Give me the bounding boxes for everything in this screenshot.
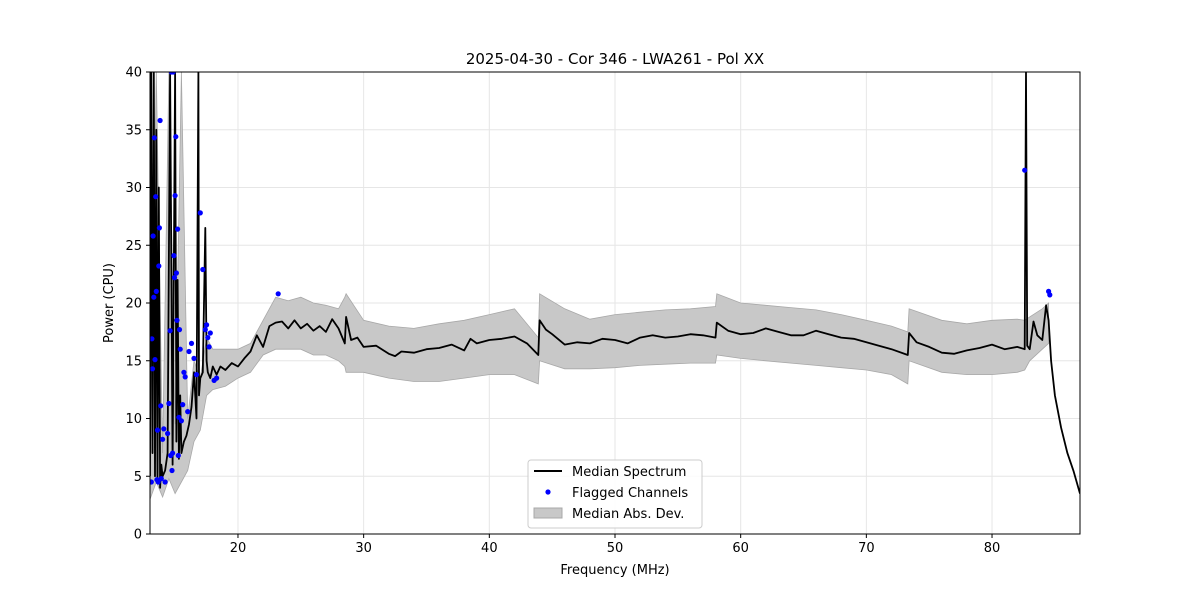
y-tick-label: 40 xyxy=(125,66,142,81)
y-tick-label: 15 xyxy=(125,354,142,369)
y-tick-label: 30 xyxy=(125,181,142,196)
x-axis-label: Frequency (MHz) xyxy=(560,563,669,578)
flagged-channel-point xyxy=(166,400,172,407)
flagged-channel-point xyxy=(197,210,203,216)
flagged-channel-point xyxy=(186,348,192,355)
flagged-channel-point xyxy=(155,479,161,485)
flagged-channel-point xyxy=(185,409,191,415)
flagged-channel-point xyxy=(171,275,178,281)
median-line-layer xyxy=(150,72,1080,494)
y-axis-ticks: 0 5 10 15 20 25 30 35 40 xyxy=(125,66,150,543)
flagged-channel-point xyxy=(170,450,176,456)
x-tick-label: 80 xyxy=(984,541,1001,556)
y-tick-label: 5 xyxy=(134,470,142,485)
flagged-channel-point xyxy=(173,134,179,140)
flagged-channel-point xyxy=(206,344,212,350)
mad-band xyxy=(150,72,1049,500)
flagged-channel-point xyxy=(180,402,186,408)
flagged-channel-point xyxy=(158,403,164,409)
flagged-channel-point xyxy=(1022,167,1028,173)
flagged-channel-point xyxy=(275,291,281,297)
flagged-channel-point xyxy=(174,317,180,323)
flagged-channel-point xyxy=(151,294,157,300)
flagged-channel-point xyxy=(182,374,188,380)
flagged-channel-point xyxy=(1047,292,1053,298)
legend-swatch-flagged xyxy=(545,489,551,495)
flagged-channel-point xyxy=(175,226,181,232)
flagged-points-layer xyxy=(150,72,1053,485)
flagged-channel-point xyxy=(152,357,158,363)
x-tick-label: 40 xyxy=(481,541,498,556)
flagged-channel-point xyxy=(175,452,181,459)
flagged-channel-point xyxy=(156,263,162,269)
flagged-channel-point xyxy=(150,336,155,342)
y-tick-label: 0 xyxy=(134,528,142,543)
flagged-channel-point xyxy=(177,346,183,352)
flagged-channel-point xyxy=(193,372,200,378)
legend-box xyxy=(527,459,703,529)
x-tick-label: 70 xyxy=(858,541,875,556)
x-axis-ticks: 20 30 40 50 60 70 80 xyxy=(230,534,1001,556)
flagged-channel-point xyxy=(160,436,166,442)
flagged-channel-point xyxy=(170,72,176,75)
flagged-channel-point xyxy=(202,327,208,333)
median-spectrum-line xyxy=(150,72,1080,494)
x-tick-label: 50 xyxy=(607,541,624,556)
flagged-channel-point xyxy=(178,418,184,424)
flagged-channel-point xyxy=(169,467,175,474)
flagged-channel-point xyxy=(191,355,197,361)
flagged-channel-point xyxy=(153,194,159,200)
legend-label-mad: Median Abs. Dev. xyxy=(572,507,684,522)
y-tick-label: 35 xyxy=(125,123,142,138)
flagged-channel-point xyxy=(150,479,154,485)
flagged-channel-point xyxy=(161,426,167,432)
x-tick-label: 20 xyxy=(230,541,247,556)
flagged-channel-point xyxy=(200,266,206,273)
x-tick-label: 30 xyxy=(355,541,372,556)
flagged-channel-point xyxy=(150,233,156,239)
flagged-channel-point xyxy=(158,476,164,482)
legend-swatch-mad xyxy=(533,507,563,519)
legend-label-flagged: Flagged Channels xyxy=(572,486,688,501)
mad-band-layer xyxy=(150,72,1049,500)
flagged-channel-point xyxy=(176,327,183,333)
flagged-channel-point xyxy=(172,193,178,199)
legend-label-median: Median Spectrum xyxy=(572,465,686,480)
flagged-channel-point xyxy=(205,335,211,341)
flagged-channel-point xyxy=(207,330,213,336)
flagged-channel-point xyxy=(162,479,168,485)
flagged-channel-point xyxy=(153,288,159,294)
flagged-channel-point xyxy=(151,135,157,141)
flagged-channel-point xyxy=(204,322,210,328)
flagged-channel-point xyxy=(173,270,179,276)
flagged-channel-point xyxy=(167,328,173,334)
y-tick-label: 10 xyxy=(125,412,142,427)
flagged-channel-point xyxy=(154,427,161,433)
flagged-channel-point xyxy=(157,117,163,124)
legend: Median Spectrum Flagged Channels Median … xyxy=(527,459,703,529)
flagged-channel-point xyxy=(165,430,171,437)
flagged-channel-point xyxy=(188,340,195,346)
y-axis-label: Power (CPU) xyxy=(102,263,117,343)
x-tick-label: 60 xyxy=(732,541,749,556)
flagged-channel-point xyxy=(171,253,177,259)
flagged-channel-point xyxy=(156,225,162,231)
y-tick-label: 25 xyxy=(125,239,142,254)
flagged-channel-point xyxy=(150,366,156,372)
flagged-channel-point xyxy=(181,369,187,375)
flagged-channel-point xyxy=(214,375,220,381)
y-tick-label: 20 xyxy=(125,297,142,312)
chart-title: 2025-04-30 - Cor 346 - LWA261 - Pol XX xyxy=(466,50,764,68)
